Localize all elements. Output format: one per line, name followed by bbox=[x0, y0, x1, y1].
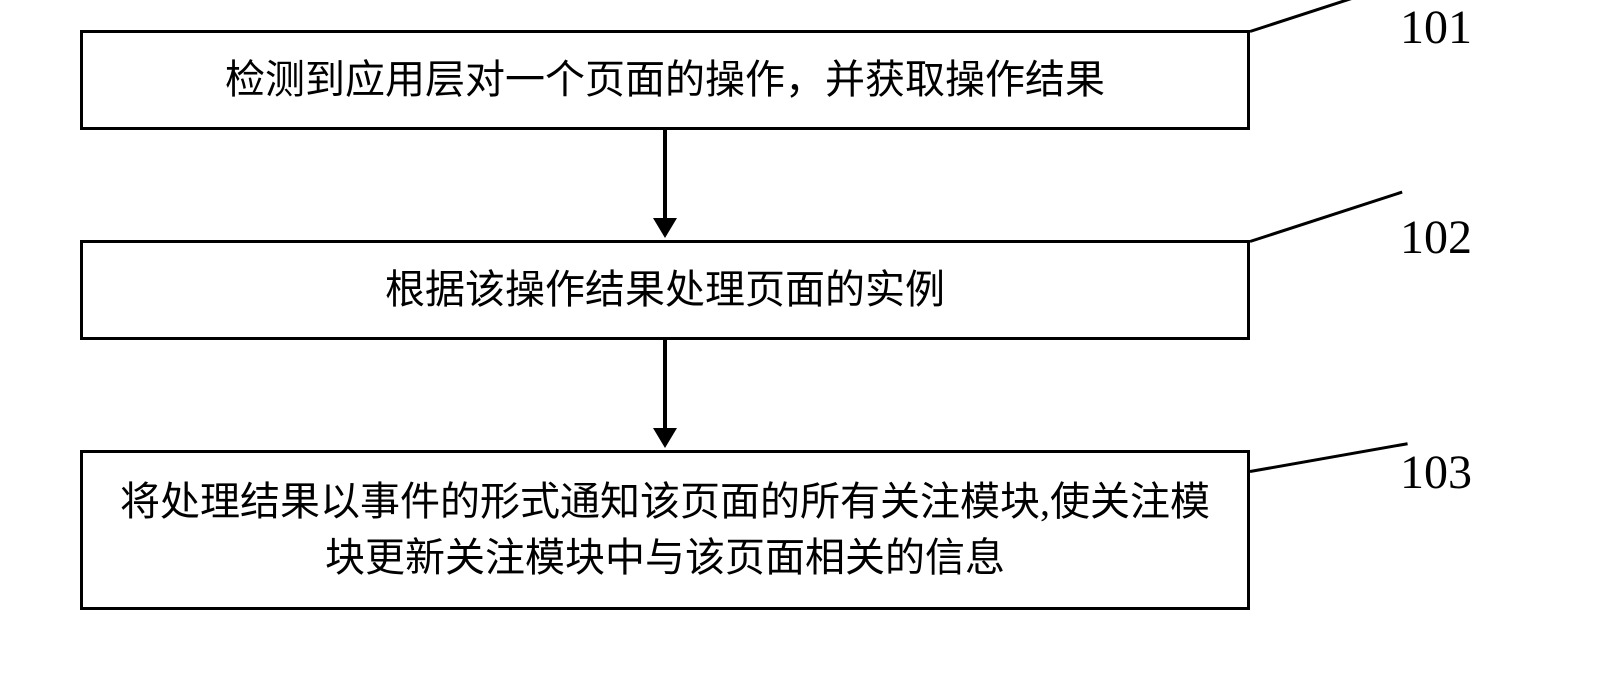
label-line-3 bbox=[1250, 442, 1408, 473]
flowchart-step-3: 将处理结果以事件的形式通知该页面的所有关注模块,使关注模块更新关注模块中与该页面… bbox=[80, 450, 1250, 610]
label-line-2 bbox=[1250, 191, 1403, 243]
flowchart-step-2: 根据该操作结果处理页面的实例 bbox=[80, 240, 1250, 340]
label-line-1 bbox=[1250, 0, 1403, 33]
flowchart-step-1: 检测到应用层对一个页面的操作，并获取操作结果 bbox=[80, 30, 1250, 130]
step-2-text: 根据该操作结果处理页面的实例 bbox=[385, 262, 945, 318]
step-3-text: 将处理结果以事件的形式通知该页面的所有关注模块,使关注模块更新关注模块中与该页面… bbox=[103, 474, 1227, 586]
step-2-label: 102 bbox=[1400, 210, 1472, 265]
arrow-2-to-3-line bbox=[663, 340, 667, 430]
step-1-text: 检测到应用层对一个页面的操作，并获取操作结果 bbox=[225, 52, 1105, 108]
step-3-label: 103 bbox=[1400, 445, 1472, 500]
arrow-1-to-2-line bbox=[663, 130, 667, 220]
arrow-2-to-3-head bbox=[653, 428, 677, 448]
step-1-label: 101 bbox=[1400, 0, 1472, 55]
arrow-1-to-2-head bbox=[653, 218, 677, 238]
